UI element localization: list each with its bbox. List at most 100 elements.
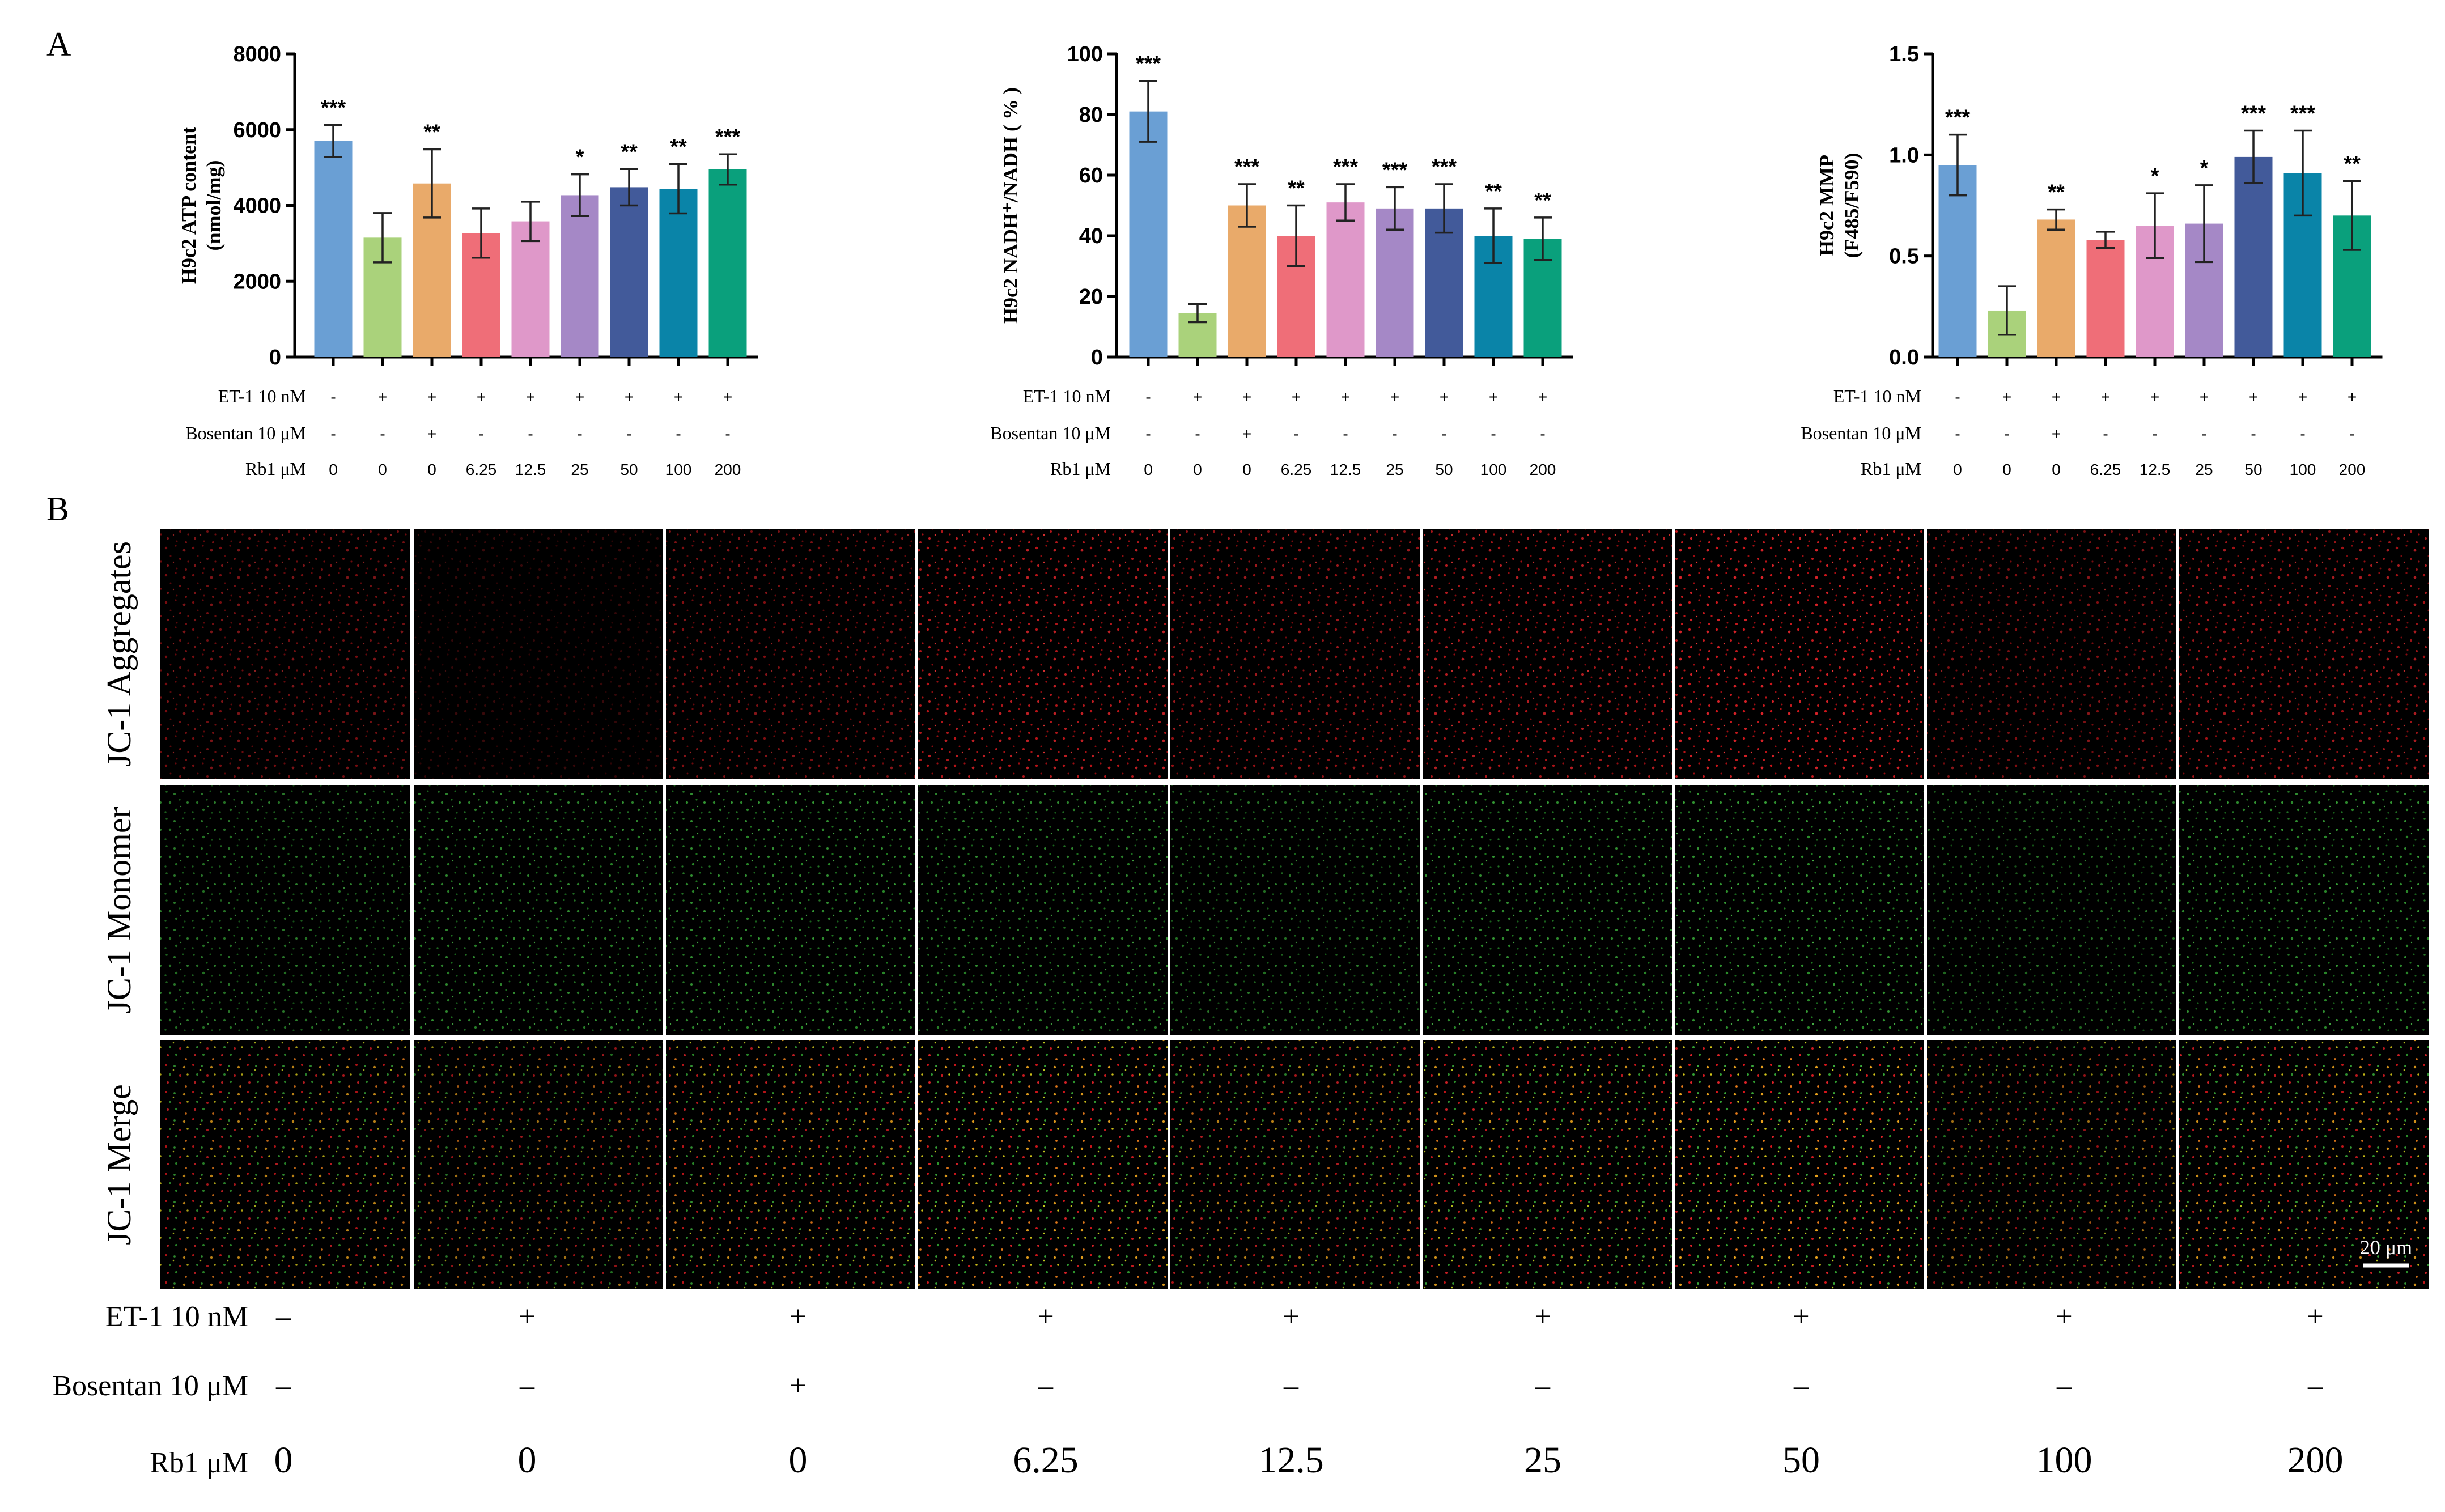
y-tick-label: 20	[1079, 285, 1103, 309]
treatment-value: +	[723, 388, 732, 406]
treatment-value: -	[478, 425, 483, 443]
micrograph-tile	[160, 785, 410, 1035]
micrograph-tile	[2179, 1040, 2429, 1289]
significance-label: **	[670, 135, 687, 159]
bottom-treatment-value: +	[1793, 1301, 1809, 1333]
treatment-value: -	[1145, 425, 1151, 443]
treatment-value: +	[1242, 425, 1251, 443]
treatment-row-label: ET-1 10 nM	[1833, 386, 1921, 406]
treatment-value: 50	[620, 461, 638, 478]
treatment-value: 0	[1242, 461, 1251, 478]
bottom-treatment-value: 0	[274, 1439, 293, 1481]
treatment-value: 100	[2290, 461, 2316, 478]
bar	[1938, 165, 1977, 357]
bar	[1228, 205, 1266, 357]
treatment-value: +	[427, 388, 436, 406]
bottom-row-label: Bosentan 10 μM	[52, 1370, 248, 1402]
treatment-value: +	[2052, 388, 2061, 406]
bottom-treatment-value: +	[1534, 1301, 1551, 1333]
significance-label: **	[423, 121, 440, 145]
bottom-treatment-value: –	[1038, 1370, 1054, 1402]
micrograph-tile	[1927, 1040, 2176, 1289]
bottom-treatment-value: 0	[518, 1439, 537, 1481]
treatment-value: 200	[2339, 461, 2366, 478]
treatment-value: 6.25	[1281, 461, 1312, 478]
significance-label: ***	[2290, 102, 2316, 126]
y-tick-label: 0	[1091, 346, 1103, 369]
treatment-value: -	[1145, 388, 1151, 406]
bar	[1376, 208, 1414, 357]
treatment-value: +	[1440, 388, 1449, 406]
treatment-value: +	[2052, 425, 2061, 443]
bottom-treatment-value: –	[2307, 1370, 2323, 1402]
bottom-treatment-value: 6.25	[1013, 1439, 1079, 1481]
treatment-value: -	[1293, 425, 1298, 443]
y-tick-label: 40	[1079, 224, 1103, 248]
bar	[314, 141, 353, 357]
treatment-value: 0	[1953, 461, 1962, 478]
significance-label: **	[1485, 180, 1502, 203]
bottom-treatment-value: 25	[1524, 1439, 1561, 1481]
treatment-value: 0	[1144, 461, 1153, 478]
bottom-treatment-value: +	[1037, 1301, 1054, 1333]
y-tick-label: 100	[1067, 43, 1103, 66]
treatment-row-label: ET-1 10 nM	[1023, 386, 1111, 406]
bottom-treatment-value: –	[2056, 1370, 2072, 1402]
y-tick-label: 0.5	[1889, 245, 1919, 269]
treatment-value: -	[676, 425, 681, 443]
bottom-treatment-value: +	[1283, 1301, 1299, 1333]
treatment-value: -	[2152, 425, 2157, 443]
treatment-value: +	[575, 388, 584, 406]
scale-bar-label: 20 μm	[2360, 1236, 2412, 1259]
micrograph-tile	[918, 529, 1168, 779]
micrograph-tile	[918, 1040, 1168, 1289]
treatment-value: 12.5	[2140, 461, 2171, 478]
bottom-row-label: Rb1 μM	[150, 1447, 248, 1479]
treatment-value: -	[577, 425, 582, 443]
treatment-value: -	[2300, 425, 2305, 443]
significance-label: **	[1534, 189, 1551, 213]
bottom-treatment-value: –	[1535, 1370, 1551, 1402]
micrograph-tile	[918, 785, 1168, 1035]
bar	[610, 187, 648, 357]
micrograph-tile	[1170, 1040, 1420, 1289]
treatment-value: +	[1538, 388, 1547, 406]
treatment-value: +	[1390, 388, 1399, 406]
significance-label: **	[1288, 177, 1305, 201]
bottom-treatment-value: 200	[2287, 1439, 2344, 1481]
treatment-value: +	[427, 425, 436, 443]
bar	[2086, 240, 2125, 357]
y-tick-label: 1.0	[1889, 143, 1919, 167]
treatment-value: 6.25	[2090, 461, 2121, 478]
treatment-value: 0	[2052, 461, 2061, 478]
bottom-treatment-value: +	[519, 1301, 535, 1333]
micrograph-row-label: JC-1 Merge	[100, 1084, 138, 1245]
treatment-value: -	[330, 388, 336, 406]
y-tick-label: 8000	[233, 43, 281, 66]
bottom-treatment-value: –	[1283, 1370, 1299, 1402]
bottom-treatment-value: +	[2056, 1301, 2072, 1333]
treatment-value: -	[1540, 425, 1545, 443]
treatment-value: 0	[378, 461, 387, 478]
treatment-value: -	[1491, 425, 1496, 443]
micrograph-tile	[1675, 1040, 1924, 1289]
bottom-row-label: ET-1 10 nM	[105, 1301, 248, 1333]
significance-label: ***	[2241, 102, 2266, 126]
treatment-value: +	[2249, 388, 2258, 406]
micrograph-tile	[1675, 529, 1924, 779]
treatment-value: 0	[427, 461, 436, 478]
significance-label: ***	[1136, 52, 1161, 76]
bar	[2037, 219, 2075, 357]
micrograph-tile	[160, 1040, 410, 1289]
significance-label: ***	[1234, 155, 1260, 179]
treatment-value: +	[1292, 388, 1301, 406]
treatment-value: -	[1955, 388, 1960, 406]
micrograph-tile	[2179, 529, 2429, 779]
treatment-value: -	[1343, 425, 1348, 443]
treatment-value: 0	[2002, 461, 2011, 478]
treatment-value: 6.25	[466, 461, 497, 478]
micrograph-tile	[1927, 529, 2176, 779]
treatment-row-label: Rb1 μM	[1050, 458, 1111, 479]
